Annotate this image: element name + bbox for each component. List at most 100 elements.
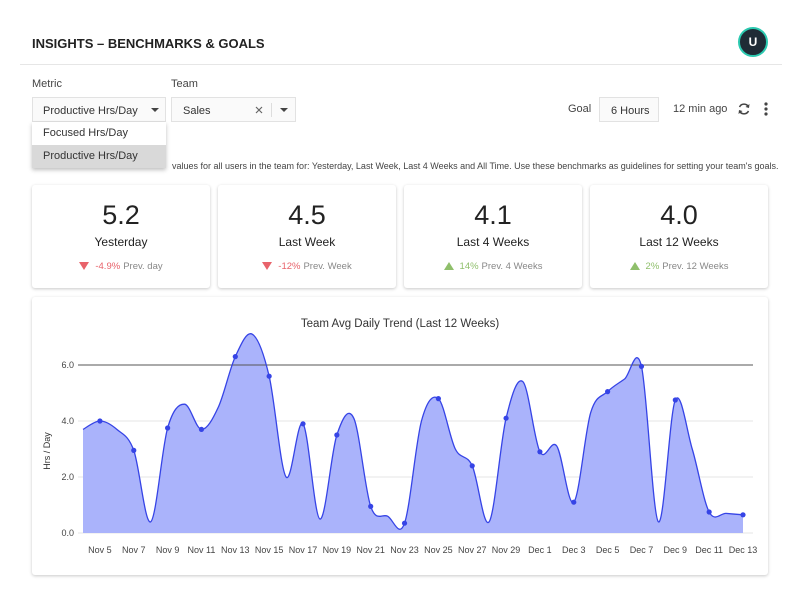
y-axis-label: Hrs / Day [42,432,52,470]
card-label: Last Week [278,235,336,249]
data-point [672,397,678,403]
data-point [469,463,475,469]
change-value: 14% [459,261,479,272]
data-point [638,363,645,369]
x-tick-label: Dec 9 [664,545,688,555]
card-change: -4.9% Prev. day [32,261,210,272]
x-tick-label: Dec 5 [596,545,620,555]
data-point [401,520,408,526]
x-tick-label: Nov 13 [221,545,250,555]
metric-label: Metric [32,78,62,90]
chart: Team Avg Daily Trend (Last 12 Weeks) Hrs … [42,318,758,555]
x-tick-label: Dec 11 [695,545,723,555]
y-tick-label: 2.0 [61,472,74,482]
x-tick-label: Dec 7 [630,545,654,555]
data-point [300,421,306,427]
page-title: INSIGHTS – BENCHMARKS & GOALS [32,36,265,51]
change-comparison: Prev. 4 Weeks [481,261,543,272]
trend-arrow [629,262,640,270]
data-point [537,449,543,455]
menu-option[interactable]: Focused Hrs/Day [43,127,128,139]
data-point [368,503,374,509]
card-label: Last 4 Weeks [456,235,530,249]
benchmark-card: 4.1 Last 4 Weeks 14% Prev. 4 Weeks [404,185,582,288]
x-tick-label: Nov 29 [492,545,521,555]
change-value: -4.9% [95,261,121,272]
y-tick-label: 4.0 [61,416,74,426]
trend-arrow [79,262,90,270]
card-value: 4.0 [660,200,698,230]
data-point [571,499,577,505]
goal-input[interactable]: 6 Hours [599,97,659,122]
x-tick-label: Nov 19 [323,545,352,555]
data-point [334,432,340,438]
goal-label: Goal [568,103,592,115]
data-point [503,415,509,421]
user-avatar[interactable]: U [738,27,768,57]
x-tick-label: Nov 27 [458,545,487,555]
card-value: 4.1 [474,200,512,230]
change-comparison: Prev. day [123,261,163,272]
x-tick-label: Dec 3 [562,545,586,555]
team-value: Sales [183,105,211,117]
refresh-icon[interactable] [737,102,751,116]
card-value: 5.2 [102,200,140,230]
description: values for all users in the team for: Ye… [172,161,779,171]
metric-select[interactable]: Productive Hrs/Day [32,97,166,122]
change-value: -12% [278,261,301,272]
menu-option[interactable]: Productive Hrs/Day [32,145,166,168]
x-tick-label: Nov 21 [356,545,385,555]
data-point [97,418,103,424]
x-tick-label: Nov 9 [156,545,180,555]
x-tick-label: Nov 25 [424,545,453,555]
card-label: Last 12 Weeks [639,235,719,249]
caret[interactable] [280,108,288,113]
metric-value: Productive Hrs/Day [43,105,138,117]
data-point [232,354,238,360]
card-change: 14% Prev. 4 Weeks [404,261,582,272]
change-comparison: Prev. 12 Weeks [662,261,729,272]
team-label: Team [171,78,198,90]
divider [20,64,782,65]
trend-arrow [443,262,454,270]
card-label: Yesterday [94,235,148,249]
clear-icon[interactable] [255,106,263,114]
benchmark-card: 5.2 Yesterday -4.9% Prev. day [32,185,210,288]
team-select[interactable]: Sales [171,97,296,122]
change-comparison: Prev. Week [303,261,352,272]
change-value: 2% [645,261,660,272]
metric-menu: Focused Hrs/Day Productive Hrs/Day [32,122,166,168]
card-value: 4.5 [288,200,326,230]
separator [271,103,272,117]
card-change: 2% Prev. 12 Weeks [590,261,768,272]
area-fill [83,333,743,533]
benchmark-card: 4.5 Last Week -12% Prev. Week [218,185,396,288]
caret [151,108,159,112]
data-point [131,447,137,453]
x-tick-label: Nov 15 [255,545,284,555]
x-tick-label: Nov 23 [390,545,419,555]
x-tick-label: Nov 17 [289,545,318,555]
x-tick-label: Nov 5 [88,545,112,555]
chart-card: Team Avg Daily Trend (Last 12 Weeks) Hrs … [32,297,768,575]
card-change: -12% Prev. Week [218,261,396,272]
x-tick-label: Nov 11 [188,545,216,555]
trend-arrow [262,262,273,270]
data-point [605,389,611,395]
data-point [165,425,171,431]
benchmark-card: 4.0 Last 12 Weeks 2% Prev. 12 Weeks [590,185,768,288]
more-icon[interactable] [763,101,769,117]
y-tick-label: 0.0 [61,528,74,538]
y-tick-label: 6.0 [61,360,74,370]
x-tick-label: Dec 1 [528,545,552,555]
x-tick-label: Nov 7 [122,545,146,555]
data-point [706,509,712,515]
x-tick-label: Dec 13 [729,545,758,555]
data-point [435,396,441,402]
data-point [266,373,272,379]
updated-time: 12 min ago [673,103,728,115]
chart-title: Team Avg Daily Trend (Last 12 Weeks) [301,318,500,330]
data-point [198,426,205,432]
data-point [740,512,746,518]
